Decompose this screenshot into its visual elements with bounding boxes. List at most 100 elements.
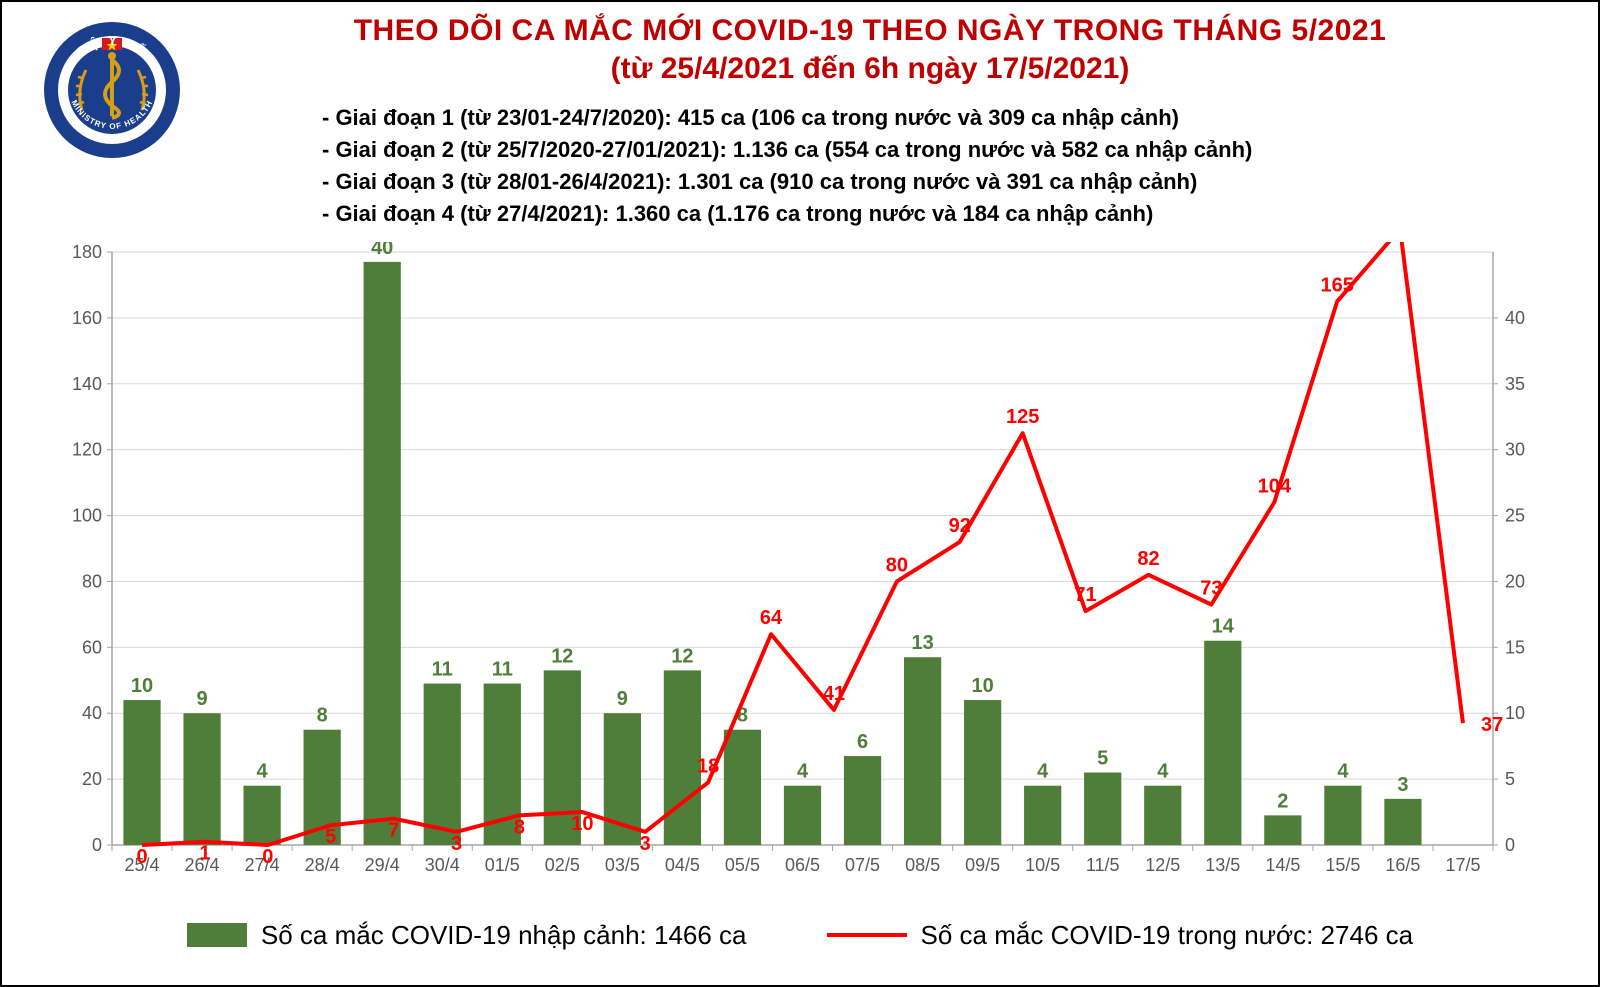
bar-label: 3	[1397, 774, 1408, 796]
svg-text:02/5: 02/5	[545, 855, 580, 875]
svg-text:35: 35	[1505, 374, 1525, 394]
line-label: 165	[1320, 274, 1353, 296]
line-label: 18	[697, 755, 719, 777]
line-label: 8	[514, 816, 525, 838]
line-label: 125	[1006, 406, 1039, 428]
bar-label: 4	[1157, 761, 1169, 783]
line-label: 80	[886, 554, 908, 576]
line-label: 104	[1258, 475, 1292, 497]
svg-text:29/4: 29/4	[365, 855, 400, 875]
svg-text:07/5: 07/5	[845, 855, 880, 875]
svg-text:04/5: 04/5	[665, 855, 700, 875]
svg-text:80: 80	[82, 571, 102, 591]
bar-label: 9	[617, 688, 628, 710]
svg-text:14/5: 14/5	[1265, 855, 1300, 875]
svg-text:06/5: 06/5	[785, 855, 820, 875]
note-4: - Giai đoạn 4 (từ 27/4/2021): 1.360 ca (…	[322, 198, 1252, 230]
svg-text:10: 10	[1505, 703, 1525, 723]
line-label: 0	[262, 846, 273, 868]
line-label: 64	[760, 607, 783, 629]
line-label: 92	[949, 515, 971, 537]
bar	[1144, 786, 1181, 845]
chart-area: 0204060801001201401601800510152025303540…	[52, 242, 1548, 885]
svg-text:5: 5	[1505, 769, 1515, 789]
legend-line-label: Số ca mắc COVID-19 trong nước: 2746 ca	[921, 920, 1414, 951]
note-2: - Giai đoạn 2 (từ 25/7/2020-27/01/2021):…	[322, 134, 1252, 166]
bar-label: 4	[257, 761, 269, 783]
line-label: 41	[823, 683, 845, 705]
svg-text:13/5: 13/5	[1205, 855, 1240, 875]
svg-text:180: 180	[72, 242, 102, 262]
bar	[904, 657, 941, 845]
bar-label: 14	[1212, 616, 1235, 638]
bar	[724, 730, 761, 845]
bar-label: 10	[131, 675, 153, 697]
svg-text:11/5: 11/5	[1086, 855, 1120, 875]
bar-label: 10	[972, 675, 994, 697]
line-label: 3	[451, 833, 462, 855]
svg-text:160: 160	[72, 308, 102, 328]
bar-label: 8	[317, 705, 328, 727]
legend-line: Số ca mắc COVID-19 trong nước: 2746 ca	[827, 920, 1414, 951]
line-label: 10	[571, 813, 593, 835]
svg-text:16/5: 16/5	[1385, 855, 1420, 875]
svg-text:05/5: 05/5	[725, 855, 760, 875]
svg-text:08/5: 08/5	[905, 855, 940, 875]
bar-label: 12	[671, 645, 693, 667]
bar-label: 4	[1037, 761, 1049, 783]
svg-text:15: 15	[1505, 637, 1525, 657]
svg-text:40: 40	[1505, 308, 1525, 328]
svg-text:17/5: 17/5	[1445, 855, 1480, 875]
svg-text:0: 0	[1505, 835, 1515, 855]
legend: Số ca mắc COVID-19 nhập cảnh: 1466 ca Số…	[2, 905, 1598, 965]
line-label: 7	[388, 820, 399, 842]
line-label: 82	[1137, 548, 1159, 570]
line-label: 1	[199, 843, 210, 865]
bar-label: 12	[551, 645, 573, 667]
bar-label: 9	[197, 688, 208, 710]
bar	[664, 670, 701, 845]
svg-text:01/5: 01/5	[485, 855, 520, 875]
bar-label: 11	[492, 659, 513, 681]
svg-text:12/5: 12/5	[1145, 855, 1180, 875]
bar	[364, 262, 401, 845]
svg-text:60: 60	[82, 637, 102, 657]
legend-line-swatch	[827, 933, 907, 937]
title-block: THEO DÕI CA MẮC MỚI COVID-19 THEO NGÀY T…	[202, 14, 1538, 86]
page-root: BỘ Y TẾ MINISTRY OF HEALTH THEO DÕI CA M…	[0, 0, 1600, 987]
svg-text:09/5: 09/5	[965, 855, 1000, 875]
legend-bar-label: Số ca mắc COVID-19 nhập cảnh: 1466 ca	[261, 920, 747, 951]
legend-bar-swatch	[187, 923, 247, 947]
bar	[123, 700, 160, 845]
bar	[964, 700, 1001, 845]
bar-label: 40	[371, 242, 393, 259]
svg-text:140: 140	[72, 374, 102, 394]
bar	[1264, 815, 1301, 845]
bar	[1384, 799, 1421, 845]
svg-text:20: 20	[1505, 571, 1525, 591]
line-label: 37	[1481, 714, 1503, 736]
svg-text:120: 120	[72, 440, 102, 460]
note-3: - Giai đoạn 3 (từ 28/01-26/4/2021): 1.30…	[322, 166, 1252, 198]
bar-label: 6	[857, 731, 868, 753]
ministry-logo-svg: BỘ Y TẾ MINISTRY OF HEALTH	[42, 20, 182, 160]
bar	[1024, 786, 1061, 845]
svg-text:100: 100	[72, 506, 102, 526]
bar-label: 2	[1277, 790, 1288, 812]
svg-text:25: 25	[1505, 506, 1525, 526]
line-label: 3	[640, 833, 651, 855]
svg-text:0: 0	[92, 835, 102, 855]
bar	[784, 786, 821, 845]
svg-text:28/4: 28/4	[305, 855, 340, 875]
bar	[183, 713, 220, 845]
line-label: 71	[1074, 584, 1096, 606]
legend-bar: Số ca mắc COVID-19 nhập cảnh: 1466 ca	[187, 920, 747, 951]
bar-label: 13	[911, 632, 933, 654]
svg-text:20: 20	[82, 769, 102, 789]
svg-text:15/5: 15/5	[1325, 855, 1360, 875]
svg-text:30/4: 30/4	[425, 855, 460, 875]
bar	[424, 684, 461, 845]
svg-text:30: 30	[1505, 440, 1525, 460]
notes-block: - Giai đoạn 1 (từ 23/01-24/7/2020): 415 …	[322, 102, 1252, 230]
title-line1: THEO DÕI CA MẮC MỚI COVID-19 THEO NGÀY T…	[202, 14, 1538, 48]
